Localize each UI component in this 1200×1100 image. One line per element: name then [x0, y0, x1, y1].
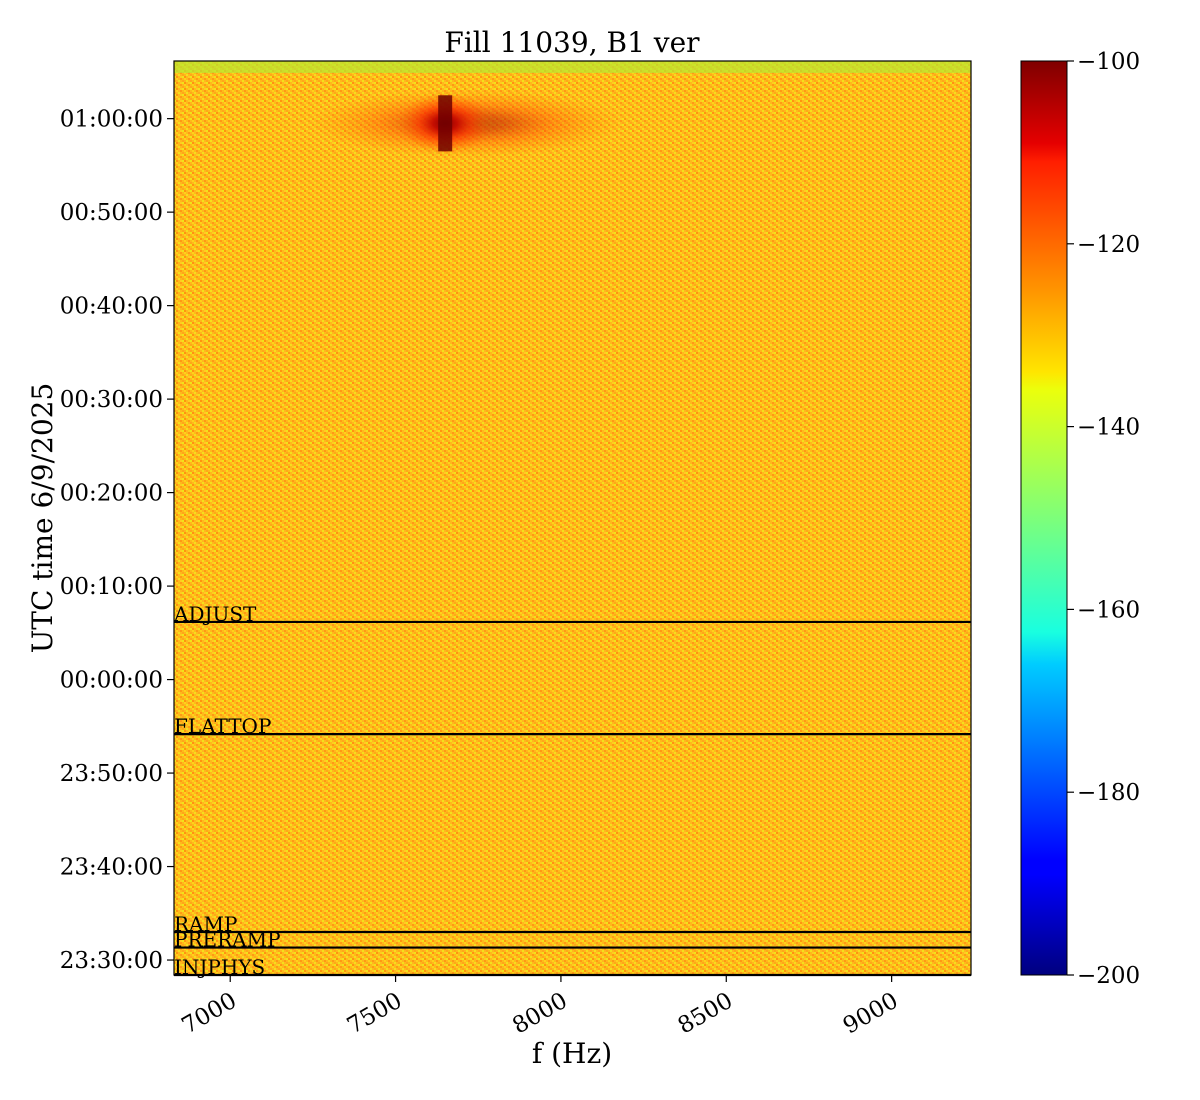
hotspot-streak — [438, 95, 453, 152]
y-tick-label: 23:30:00 — [60, 948, 163, 974]
y-tick-label: 00:00:00 — [60, 668, 163, 694]
phase-label-ramp: RAMP — [174, 912, 237, 936]
y-tick-label: 00:40:00 — [60, 294, 163, 320]
colorbar-tick-label: −180 — [1077, 780, 1140, 806]
colorbar-tick-label: −100 — [1077, 49, 1140, 75]
x-tick-label: 8000 — [508, 988, 572, 1040]
colorbar-tick-label: −160 — [1077, 597, 1140, 623]
x-tick-label: 9000 — [839, 988, 903, 1040]
heatmap-area — [174, 61, 971, 975]
y-tick-label: 23:50:00 — [60, 761, 163, 787]
x-axis: 7000 7500 8000 8500 9000 — [178, 975, 903, 1039]
y-tick-label: 23:40:00 — [60, 855, 163, 881]
y-tick-label: 00:20:00 — [60, 481, 163, 507]
colorbar — [1020, 60, 1068, 976]
x-tick-label: 7500 — [343, 988, 407, 1040]
y-axis: 23:30:00 23:40:00 23:50:00 00:00:00 00:10:00… — [60, 107, 174, 974]
heatmap-background — [174, 61, 971, 975]
phase-label-adjust: ADJUST — [173, 602, 257, 626]
phase-label-injphys: INJPHYS — [174, 955, 265, 979]
colorbar-tick-label: −120 — [1077, 232, 1140, 258]
colorbar-tick-label: −200 — [1077, 963, 1140, 989]
y-tick-label: 00:10:00 — [60, 574, 163, 600]
y-tick-label: 00:30:00 — [60, 387, 163, 413]
hotspot-region — [309, 89, 624, 158]
heatmap-top-edge — [174, 61, 971, 73]
colorbar-tick-label: −140 — [1077, 415, 1140, 441]
y-tick-label: 01:00:00 — [60, 107, 163, 133]
y-axis-title: UTC time 6/9/2025 — [26, 383, 59, 654]
chart-title: Fill 11039, B1 ver — [444, 26, 700, 59]
x-tick-label: 8500 — [674, 988, 738, 1040]
x-axis-title: f (Hz) — [532, 1037, 612, 1070]
x-tick-label: 7000 — [178, 988, 242, 1040]
y-tick-label: 00:50:00 — [60, 200, 163, 226]
colorbar-axis: −100 −120 −140 −160 −180 −200 — [1067, 49, 1140, 989]
phase-label-flattop: FLATTOP — [174, 714, 271, 738]
